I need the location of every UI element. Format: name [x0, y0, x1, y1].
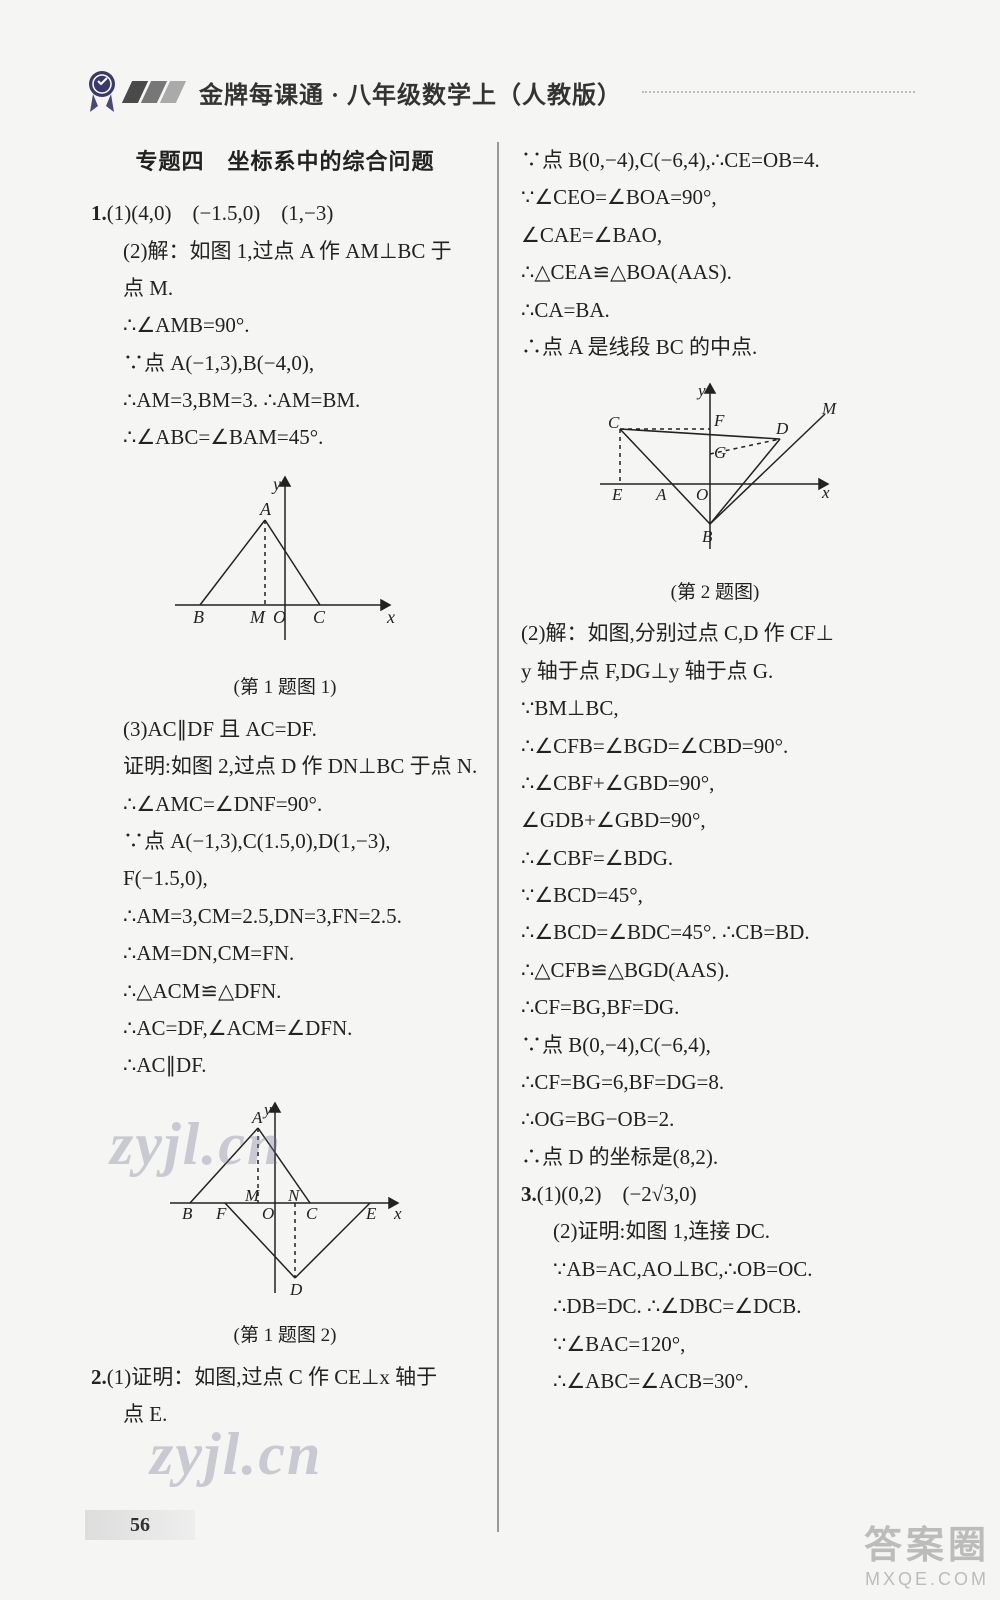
- text-line: ∴AM=3,CM=2.5,DN=3,FN=2.5.: [91, 898, 479, 935]
- text-line: ∵点 A(−1,3),C(1.5,0),D(1,−3),: [91, 823, 479, 860]
- svg-text:A: A: [251, 1108, 263, 1127]
- text-line: ∴点 A 是线段 BC 的中点.: [521, 329, 909, 366]
- text-line: ∴CF=BG,BF=DG.: [521, 989, 909, 1026]
- svg-text:N: N: [287, 1186, 301, 1205]
- text-line: (2)证明:如图 1,连接 DC.: [521, 1213, 909, 1250]
- svg-text:C: C: [313, 607, 326, 627]
- svg-text:C: C: [608, 413, 620, 432]
- text-line: ∠CAE=∠BAO,: [521, 217, 909, 254]
- text-line: ∴CF=BG=6,BF=DG=8.: [521, 1064, 909, 1101]
- header-stripes: [127, 81, 181, 103]
- svg-text:O: O: [273, 607, 286, 627]
- text-line: ∴CA=BA.: [521, 292, 909, 329]
- svg-text:C: C: [306, 1204, 318, 1223]
- figure-caption: (第 1 题图 2): [91, 1319, 479, 1353]
- svg-text:M: M: [821, 399, 837, 418]
- fig2-svg: y x A B F M O N C E D: [160, 1093, 410, 1303]
- text-line: y 轴于点 F,DG⊥y 轴于点 G.: [521, 653, 909, 690]
- svg-text:B: B: [193, 607, 204, 627]
- text-line: F(−1.5,0),: [91, 860, 479, 897]
- text-line: ∴AC=DF,∠ACM=∠DFN.: [91, 1010, 479, 1047]
- text-line: ∴OG=BG−OB=2.: [521, 1101, 909, 1138]
- text-line: ∴∠CBF=∠BDG.: [521, 840, 909, 877]
- text-line: 3.(1)(0,2) (−2√3,0): [521, 1176, 909, 1213]
- text-line: (3)AC∥DF 且 AC=DF.: [91, 711, 479, 748]
- svg-text:y: y: [262, 1100, 272, 1119]
- figure-caption: (第 2 题图): [521, 576, 909, 610]
- text-line: ∵点 B(0,−4),C(−6,4),: [521, 1027, 909, 1064]
- text-line: 证明:如图 2,过点 D 作 DN⊥BC 于点 N.: [91, 748, 479, 785]
- figure-2: y x C E A O F G D M B: [521, 374, 909, 571]
- text-line: ∴△CEA≌△BOA(AAS).: [521, 254, 909, 291]
- svg-text:x: x: [821, 483, 830, 502]
- text-line: ∵∠BCD=45°,: [521, 877, 909, 914]
- text-line: ∴∠AMB=90°.: [91, 307, 479, 344]
- text-line: (2)解：如图 1,过点 A 作 AM⊥BC 于: [91, 233, 479, 270]
- svg-text:A: A: [655, 485, 667, 504]
- text-line: ∵BM⊥BC,: [521, 690, 909, 727]
- text-line: ∵点 B(0,−4),C(−6,4),∴CE=OB=4.: [521, 142, 909, 179]
- book-title: 金牌每课通 · 八年级数学上（人教版）: [199, 75, 622, 110]
- text-line: ∴∠CBF+∠GBD=90°,: [521, 765, 909, 802]
- text-line: ∴∠ABC=∠BAM=45°.: [91, 419, 479, 456]
- text-line: ∵∠BAC=120°,: [521, 1326, 909, 1363]
- page-number: 56: [85, 1510, 195, 1540]
- svg-text:M: M: [249, 607, 266, 627]
- svg-text:G: G: [714, 443, 726, 462]
- text-line: ∴△ACM≌△DFN.: [91, 973, 479, 1010]
- text-line: ∴AM=DN,CM=FN.: [91, 935, 479, 972]
- svg-text:y: y: [271, 474, 281, 494]
- svg-text:M: M: [244, 1186, 260, 1205]
- text-line: ∵AB=AC,AO⊥BC,∴OB=OC.: [521, 1251, 909, 1288]
- svg-text:E: E: [611, 485, 623, 504]
- svg-text:O: O: [696, 485, 708, 504]
- text-line: ∵∠CEO=∠BOA=90°,: [521, 179, 909, 216]
- text-line: ∴AM=3,BM=3. ∴AM=BM.: [91, 382, 479, 419]
- text-line: ∴AC∥DF.: [91, 1047, 479, 1084]
- svg-text:O: O: [262, 1204, 274, 1223]
- left-column: 专题四 坐标系中的综合问题 1.(1)(4,0) (−1.5,0) (1,−3)…: [85, 142, 497, 1532]
- svg-text:x: x: [386, 607, 395, 627]
- content-columns: 专题四 坐标系中的综合问题 1.(1)(4,0) (−1.5,0) (1,−3)…: [85, 142, 915, 1532]
- svg-text:D: D: [289, 1280, 303, 1299]
- header-dotline: [642, 91, 915, 93]
- text-line: ∴点 D 的坐标是(8,2).: [521, 1139, 909, 1176]
- text-line: ∴∠BCD=∠BDC=45°. ∴CB=BD.: [521, 914, 909, 951]
- text-line: ∴∠ABC=∠ACB=30°.: [521, 1363, 909, 1400]
- text-line: 点 E.: [91, 1396, 479, 1433]
- svg-text:F: F: [713, 411, 725, 430]
- text-line: 2.(1)证明：如图,过点 C 作 CE⊥x 轴于: [91, 1359, 479, 1396]
- text-line: ∴△CFB≌△BGD(AAS).: [521, 952, 909, 989]
- ribbon-icon: [85, 70, 119, 114]
- svg-text:D: D: [775, 419, 789, 438]
- section-title: 专题四 坐标系中的综合问题: [91, 142, 479, 181]
- text-line: 点 M.: [91, 270, 479, 307]
- text-line: (2)解：如图,分别过点 C,D 作 CF⊥: [521, 615, 909, 652]
- page-header: 金牌每课通 · 八年级数学上（人教版）: [85, 70, 915, 114]
- text-line: ∴∠CFB=∠BGD=∠CBD=90°.: [521, 728, 909, 765]
- corner-wm-small: MXQE.COM: [864, 1569, 990, 1590]
- fig3-svg: y x C E A O F G D M B: [590, 374, 840, 559]
- page: 金牌每课通 · 八年级数学上（人教版） 专题四 坐标系中的综合问题 1.(1)(…: [0, 0, 1000, 1600]
- figure-1-1: y x A B M O C: [91, 465, 479, 667]
- figure-caption: (第 1 题图 1): [91, 671, 479, 705]
- svg-text:x: x: [393, 1204, 402, 1223]
- svg-text:A: A: [259, 499, 272, 519]
- text-line: ∵点 A(−1,3),B(−4,0),: [91, 345, 479, 382]
- fig1-svg: y x A B M O C: [165, 465, 405, 655]
- svg-text:y: y: [696, 381, 706, 400]
- figure-1-2: y x A B F M O N C E D: [91, 1093, 479, 1315]
- svg-text:F: F: [215, 1204, 227, 1223]
- svg-text:B: B: [182, 1204, 193, 1223]
- svg-text:E: E: [365, 1204, 377, 1223]
- text-line: ∴∠AMC=∠DNF=90°.: [91, 786, 479, 823]
- text-line: 1.(1)(4,0) (−1.5,0) (1,−3): [91, 195, 479, 232]
- text-line: ∠GDB+∠GBD=90°,: [521, 802, 909, 839]
- svg-text:B: B: [702, 527, 713, 546]
- right-column: ∵点 B(0,−4),C(−6,4),∴CE=OB=4. ∵∠CEO=∠BOA=…: [499, 142, 915, 1532]
- text-line: ∴DB=DC. ∴∠DBC=∠DCB.: [521, 1288, 909, 1325]
